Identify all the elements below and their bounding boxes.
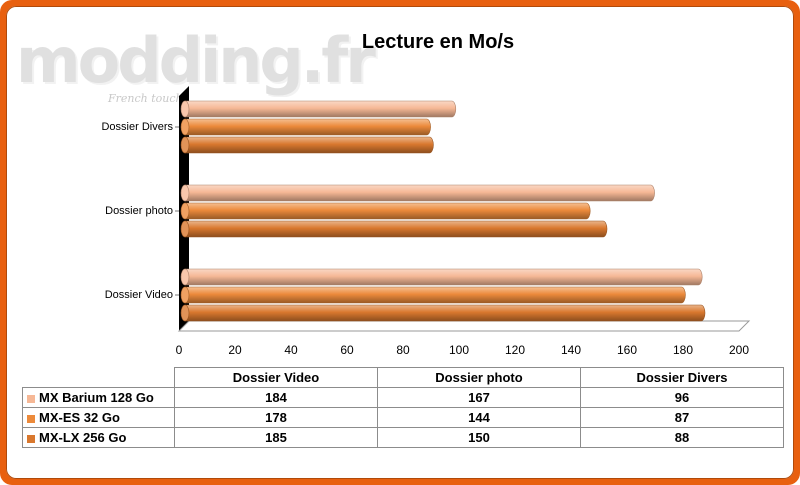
table-cell: 96 (580, 387, 784, 408)
bar (184, 100, 457, 118)
table-row: MX-LX 256 Go 185 150 88 (22, 427, 784, 448)
table-corner (22, 367, 175, 388)
chart-panel: modding.fr French touch Lecture en Mo/s 0… (6, 6, 794, 479)
x-tick-label: 140 (561, 343, 581, 357)
table-row: MX-ES 32 Go 178 144 87 (22, 407, 784, 428)
x-tick-label: 80 (396, 343, 410, 357)
x-tick-label: 60 (340, 343, 354, 357)
bar-cap (180, 220, 190, 238)
bar-cap (180, 286, 190, 304)
table-cell: 87 (580, 407, 784, 428)
watermark-logo: modding.fr (16, 24, 376, 97)
table-cell: 184 (174, 387, 378, 408)
legend-entry: MX Barium 128 Go (22, 387, 175, 408)
bar (184, 202, 591, 220)
legend-label: MX-ES 32 Go (39, 410, 120, 425)
x-tick-label: 0 (176, 343, 183, 357)
legend-entry: MX-ES 32 Go (22, 407, 175, 428)
table-cell: 178 (174, 407, 378, 428)
legend-swatch (27, 394, 35, 403)
x-tick-label: 120 (505, 343, 525, 357)
chart-title: Lecture en Mo/s (362, 31, 514, 53)
legend-swatch (27, 414, 35, 423)
data-table: Dossier Video Dossier photo Dossier Divers… (22, 367, 784, 448)
x-tick-label: 20 (228, 343, 242, 357)
legend-label: MX Barium 128 Go (39, 390, 154, 405)
legend-label: MX-LX 256 Go (39, 430, 127, 445)
bar-cap (180, 268, 190, 286)
bar (184, 268, 703, 286)
x-tick-label: 180 (673, 343, 693, 357)
table-cell: 185 (174, 427, 378, 448)
table-header-cell: Dossier Video (174, 367, 378, 388)
chart-svg: Lecture en Mo/s 0 20 40 60 80 100 120 140 160 180 2… (101, 31, 751, 357)
table-cell: 150 (377, 427, 581, 448)
bar-cap (180, 184, 190, 202)
table-cell: 167 (377, 387, 581, 408)
category-label: Dossier photo (105, 205, 173, 217)
bar (184, 304, 706, 322)
category-label: Dossier Video (105, 289, 173, 301)
x-tick-label: 160 (617, 343, 637, 357)
table-row: MX Barium 128 Go 184 167 96 (22, 387, 784, 408)
watermark-tagline: French touch (108, 92, 183, 105)
bar (184, 220, 608, 238)
axis-floor (177, 320, 751, 332)
x-tick-label: 40 (284, 343, 298, 357)
category-label: Dossier Divers (101, 121, 173, 133)
bar (184, 118, 431, 136)
bar (184, 184, 655, 202)
table-cell: 88 (580, 427, 784, 448)
table-header-cell: Dossier photo (377, 367, 581, 388)
bar (184, 286, 686, 304)
legend-swatch (27, 434, 35, 443)
table-cell: 144 (377, 407, 581, 428)
bar (184, 136, 434, 154)
bar-cap (180, 202, 190, 220)
bar-cap (180, 100, 190, 118)
x-tick-label: 100 (449, 343, 469, 357)
bar-cap (180, 118, 190, 136)
legend-entry: MX-LX 256 Go (22, 427, 175, 448)
bar-cap (180, 136, 190, 154)
x-tick-label: 200 (729, 343, 749, 357)
bar-cap (180, 304, 190, 322)
table-header-cell: Dossier Divers (580, 367, 784, 388)
